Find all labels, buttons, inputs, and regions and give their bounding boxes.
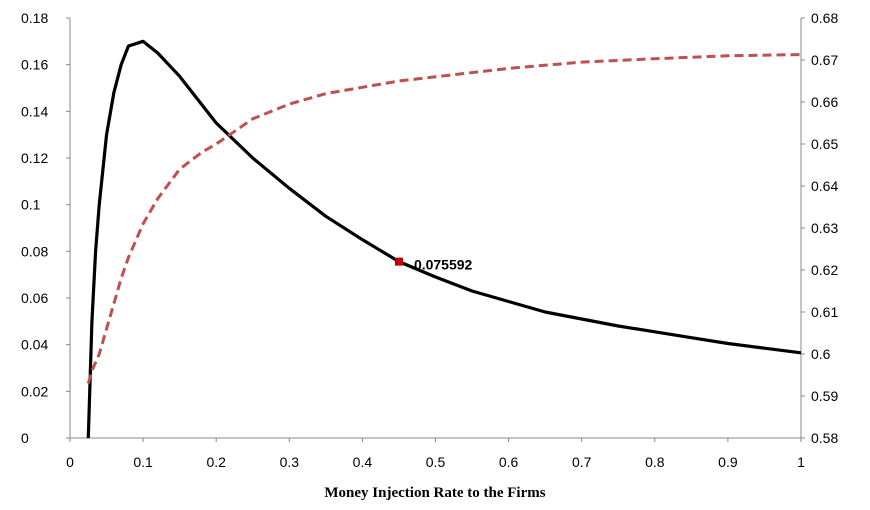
axes bbox=[69, 18, 802, 439]
x-tick-label: 0.3 bbox=[280, 454, 300, 470]
left-y-tick-label: 0.18 bbox=[21, 10, 48, 26]
x-tick-label: 0.4 bbox=[353, 454, 373, 470]
x-tick-label: 0.6 bbox=[499, 454, 519, 470]
right-y-tick-label: 0.58 bbox=[811, 430, 838, 446]
left-y-tick-label: 0 bbox=[21, 430, 29, 446]
right-y-tick-label: 0.62 bbox=[811, 262, 838, 278]
left-y-tick-label: 0.04 bbox=[21, 337, 48, 353]
x-tick-label: 0.8 bbox=[645, 454, 665, 470]
annotation-label: 0.075592 bbox=[414, 257, 473, 273]
left-axis-solid-series-line bbox=[86, 39, 802, 439]
series-layer bbox=[86, 39, 802, 439]
right-y-tick-label: 0.63 bbox=[811, 220, 838, 236]
left-y-tick-label: 0.14 bbox=[21, 103, 48, 119]
left-y-tick-label: 0.08 bbox=[21, 243, 48, 259]
left-y-tick-label: 0.06 bbox=[21, 290, 48, 306]
right-axis-dashed-series-line bbox=[86, 53, 802, 384]
x-tick-label: 0 bbox=[66, 454, 74, 470]
right-y-tick-label: 0.68 bbox=[811, 10, 838, 26]
ticks: 0 0.02 0.04 0.06 0.08 0.1 0.12 0.14 0.16 0.18 0.58… bbox=[21, 10, 838, 470]
x-tick-label: 0.5 bbox=[426, 454, 446, 470]
left-y-tick-label: 0.12 bbox=[21, 150, 48, 166]
annotation-layer: 0.075592 bbox=[394, 257, 473, 273]
x-tick-label: 1 bbox=[797, 454, 805, 470]
right-y-tick-label: 0.67 bbox=[811, 52, 838, 68]
annotation-marker bbox=[394, 257, 403, 266]
x-axis-title: Money Injection Rate to the Firms bbox=[324, 485, 545, 501]
left-y-tick-label: 0.16 bbox=[21, 57, 48, 73]
right-y-tick-label: 0.61 bbox=[811, 304, 838, 320]
right-y-tick-label: 0.65 bbox=[811, 136, 838, 152]
right-y-tick-label: 0.64 bbox=[811, 178, 838, 194]
x-tick-label: 0.7 bbox=[572, 454, 592, 470]
right-y-tick-label: 0.66 bbox=[811, 94, 838, 110]
x-tick-label: 0.1 bbox=[133, 454, 153, 470]
left-y-tick-label: 0.1 bbox=[21, 197, 41, 213]
left-y-tick-label: 0.02 bbox=[21, 383, 48, 399]
right-y-tick-label: 0.6 bbox=[811, 346, 831, 362]
right-y-tick-label: 0.59 bbox=[811, 388, 838, 404]
x-tick-label: 0.2 bbox=[206, 454, 226, 470]
x-tick-label: 0.9 bbox=[718, 454, 738, 470]
